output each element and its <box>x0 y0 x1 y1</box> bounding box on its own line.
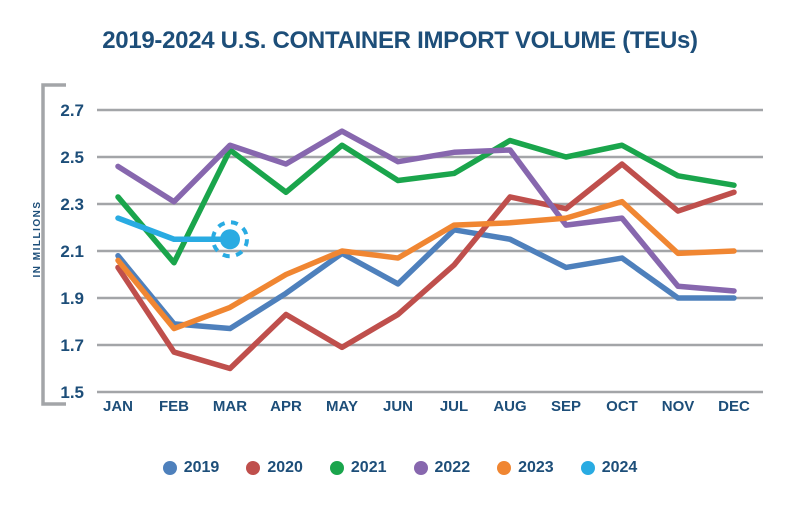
legend-item-2023: 2023 <box>497 459 554 477</box>
x-tick-label-mar: MAR <box>213 398 247 415</box>
x-tick-label-may: MAY <box>326 398 358 415</box>
legend-dot-2022 <box>413 461 428 475</box>
y-tick-label: 1.9 <box>60 289 84 308</box>
series-lines <box>115 128 737 372</box>
series-line-2020 <box>115 161 737 372</box>
y-tick-label: 2.1 <box>60 242 84 261</box>
series-line-2024 <box>115 215 233 242</box>
legend-item-2019: 2019 <box>162 459 220 477</box>
y-axis-bracket <box>41 83 66 406</box>
x-tick-label-dec: DEC <box>718 398 750 415</box>
legend-dot-2020 <box>246 461 261 475</box>
x-tick-label-jan: JAN <box>103 398 133 415</box>
series-line-2019 <box>115 227 737 332</box>
legend-dot-2024 <box>580 461 595 475</box>
y-tick-label: 2.7 <box>60 101 84 120</box>
legend-label: 2024 <box>601 459 638 476</box>
highlight-annotation <box>211 220 249 259</box>
x-tick-labels: JAN FEB MAR APR MAY JUN JUL AUG SEP OCT NOV DEC <box>103 398 750 415</box>
x-tick-label-jun: JUN <box>383 398 413 415</box>
x-tick-label-oct: OCT <box>606 398 638 415</box>
chart-title: 2019-2024 U.S. CONTAINER IMPORT VOLUME (… <box>102 27 698 54</box>
y-tick-labels: 2.7 2.5 2.3 2.1 1.9 1.7 1.5 <box>60 101 84 402</box>
legend-item-2022: 2022 <box>413 459 471 477</box>
series-line-2022 <box>115 128 737 294</box>
x-tick-label-sep: SEP <box>551 398 581 415</box>
legend-label: 2020 <box>267 459 303 476</box>
legend-item-2020: 2020 <box>246 459 303 477</box>
legend-dot-2019 <box>162 461 177 475</box>
x-tick-label-jul: JUL <box>440 398 468 415</box>
y-tick-label: 1.5 <box>60 383 84 402</box>
legend-label: 2019 <box>183 459 220 476</box>
chart-canvas: IN MILLIONS 2.7 2.5 2.3 2.1 1.9 1.7 1.5 JAN FEB… <box>32 83 763 415</box>
dashed-highlight-circle <box>211 220 249 259</box>
legend-dot-2021 <box>329 461 344 475</box>
y-axis-title: IN MILLIONS <box>32 200 43 277</box>
x-tick-label-apr: APR <box>270 398 302 415</box>
x-tick-label-feb: FEB <box>159 398 189 415</box>
chart-legend: 2019 2020 2021 2022 2023 2024 <box>0 459 800 477</box>
series-line-2021 <box>115 137 737 266</box>
y-tick-label: 1.7 <box>60 336 84 355</box>
y-tick-label: 2.3 <box>60 195 84 214</box>
legend-label: 2023 <box>518 459 554 476</box>
x-tick-label-aug: AUG <box>493 398 526 415</box>
y-tick-label: 2.5 <box>60 148 84 167</box>
x-tick-label-nov: NOV <box>662 398 695 415</box>
legend-label: 2021 <box>350 459 387 476</box>
legend-item-2021: 2021 <box>329 459 387 477</box>
latest-data-point-dot <box>220 229 240 250</box>
series-line-2023 <box>115 198 737 332</box>
legend-dot-2023 <box>497 461 512 475</box>
legend-item-2024: 2024 <box>580 459 638 477</box>
legend-label: 2022 <box>434 459 471 476</box>
